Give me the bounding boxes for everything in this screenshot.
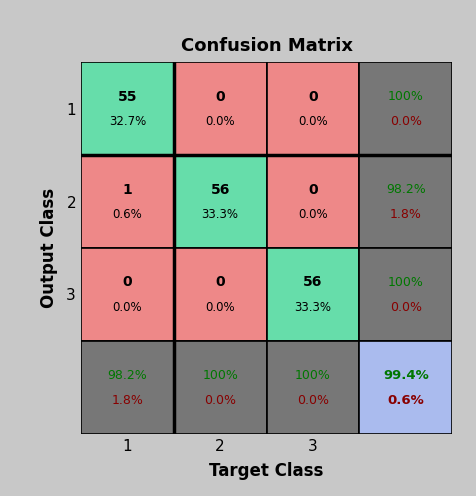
Text: 100%: 100% xyxy=(202,369,238,381)
Text: 1: 1 xyxy=(122,183,132,196)
Text: 0.6%: 0.6% xyxy=(387,394,424,407)
Bar xyxy=(81,248,174,341)
Text: 0: 0 xyxy=(215,275,225,289)
Text: 0.0%: 0.0% xyxy=(297,394,329,407)
Text: 0.0%: 0.0% xyxy=(205,301,235,314)
Bar xyxy=(359,155,452,248)
Bar xyxy=(174,248,267,341)
Bar xyxy=(81,62,174,155)
Text: 100%: 100% xyxy=(295,369,331,381)
Bar xyxy=(267,248,359,341)
Text: 0.0%: 0.0% xyxy=(205,115,235,128)
Text: 98.2%: 98.2% xyxy=(386,183,426,196)
Bar xyxy=(174,62,267,155)
Text: 0.0%: 0.0% xyxy=(390,115,422,128)
Text: 98.2%: 98.2% xyxy=(108,369,147,381)
Text: 56: 56 xyxy=(303,275,323,289)
Text: 0.0%: 0.0% xyxy=(298,208,328,221)
Text: 55: 55 xyxy=(118,90,137,104)
Bar xyxy=(267,341,359,434)
Text: 0.0%: 0.0% xyxy=(204,394,236,407)
Text: 33.3%: 33.3% xyxy=(202,208,238,221)
Text: 1.8%: 1.8% xyxy=(111,394,143,407)
Text: 100%: 100% xyxy=(388,90,424,103)
X-axis label: Target Class: Target Class xyxy=(209,462,324,480)
Text: 100%: 100% xyxy=(388,276,424,289)
Text: 56: 56 xyxy=(210,183,230,196)
Bar xyxy=(359,62,452,155)
Text: 0: 0 xyxy=(215,90,225,104)
Text: 0.0%: 0.0% xyxy=(298,115,328,128)
Bar xyxy=(267,155,359,248)
Bar xyxy=(174,341,267,434)
Text: 0: 0 xyxy=(308,90,318,104)
Title: Confusion Matrix: Confusion Matrix xyxy=(180,37,353,55)
Text: 1.8%: 1.8% xyxy=(390,208,422,221)
Text: 0: 0 xyxy=(122,275,132,289)
Text: 33.3%: 33.3% xyxy=(295,301,331,314)
Bar xyxy=(174,155,267,248)
Y-axis label: Output Class: Output Class xyxy=(40,188,58,308)
Text: 0.0%: 0.0% xyxy=(112,301,142,314)
Text: 0: 0 xyxy=(308,183,318,196)
Bar xyxy=(267,62,359,155)
Bar xyxy=(359,248,452,341)
Text: 99.4%: 99.4% xyxy=(383,369,429,381)
Text: 0.0%: 0.0% xyxy=(390,301,422,314)
Bar xyxy=(359,341,452,434)
Text: 0.6%: 0.6% xyxy=(112,208,142,221)
Bar xyxy=(81,155,174,248)
Bar xyxy=(81,341,174,434)
Text: 32.7%: 32.7% xyxy=(109,115,146,128)
